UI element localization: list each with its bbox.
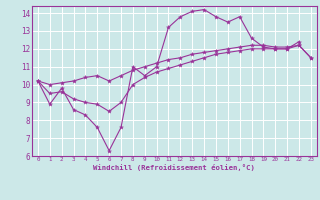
X-axis label: Windchill (Refroidissement éolien,°C): Windchill (Refroidissement éolien,°C) (93, 164, 255, 171)
